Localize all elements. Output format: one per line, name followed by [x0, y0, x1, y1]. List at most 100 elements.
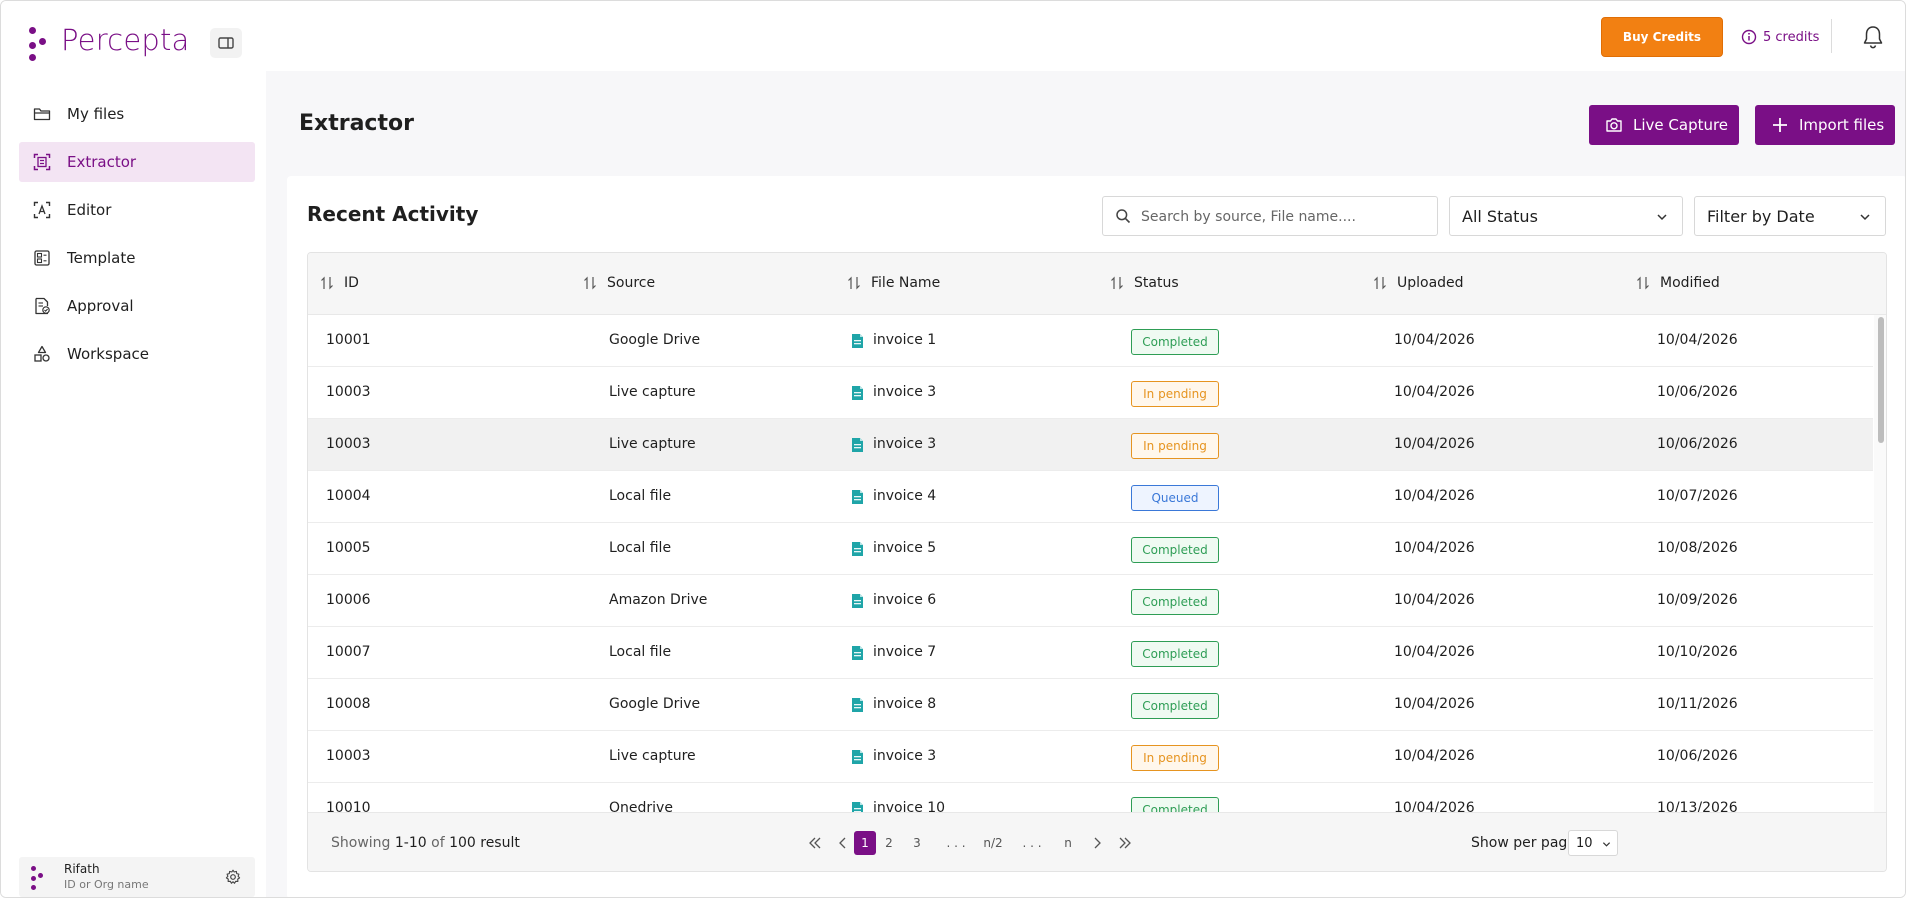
per-page-select[interactable]: 10	[1568, 830, 1618, 856]
cell-id: 10003	[326, 436, 371, 452]
cell-modified: 10/04/2026	[1657, 332, 1738, 348]
cell-file-name[interactable]: invoice 10	[873, 800, 946, 812]
column-header-file-name[interactable]: File Name	[847, 275, 940, 291]
column-header-status[interactable]: Status	[1110, 275, 1179, 291]
table-row[interactable]: 10005 Local file invoice 5 Completed 10/04/2…	[308, 523, 1873, 575]
user-profile[interactable]: Rifath ID or Org name	[19, 857, 255, 897]
cell-source: Local file	[609, 540, 672, 556]
sidebar-item-template[interactable]: Template	[19, 238, 255, 278]
table-footer: Showing 1-10 of 100 result 1 2 3 . . . n…	[308, 812, 1886, 871]
folder-icon	[33, 108, 51, 121]
sidebar-item-editor[interactable]: Editor	[19, 190, 255, 230]
column-header-uploaded[interactable]: Uploaded	[1373, 275, 1464, 291]
table-scrollbar[interactable]	[1874, 315, 1886, 812]
template-icon	[34, 250, 50, 266]
sort-icon	[848, 276, 860, 290]
brand-name: Percepta	[61, 23, 190, 57]
table-row[interactable]: 10001 Google Drive invoice 1 Completed 10/04…	[308, 315, 1873, 367]
column-header-id[interactable]: ID	[320, 275, 359, 291]
sidebar-toggle-button[interactable]	[210, 28, 242, 58]
table-header: ID Source File Name Status	[308, 253, 1886, 315]
status-badge: Completed	[1131, 329, 1219, 355]
cell-source: Local file	[609, 644, 672, 660]
previous-page-icon[interactable]	[836, 836, 850, 850]
date-filter-select[interactable]: Filter by Date	[1694, 196, 1886, 236]
activity-table: ID Source File Name Status	[307, 252, 1887, 872]
gear-icon[interactable]	[225, 869, 241, 885]
sort-icon	[321, 276, 333, 290]
main-content: Extractor Live Capture Import files Rece…	[266, 71, 1905, 897]
column-header-label: Uploaded	[1397, 275, 1464, 291]
notification-bell-icon[interactable]	[1861, 24, 1885, 50]
cell-uploaded: 10/04/2026	[1394, 436, 1475, 452]
status-filter-select[interactable]: All Status	[1449, 196, 1683, 236]
cell-modified: 10/13/2026	[1657, 800, 1738, 812]
page-button-2[interactable]: 2	[885, 836, 893, 850]
page-button-last[interactable]: n	[1064, 836, 1072, 850]
cell-uploaded: 10/04/2026	[1394, 488, 1475, 504]
column-header-source[interactable]: Source	[583, 275, 655, 291]
table-row[interactable]: 10004 Local file invoice 4 Queued 10/04/2026…	[308, 471, 1873, 523]
buy-credits-button[interactable]: Buy Credits	[1601, 17, 1723, 57]
table-row[interactable]: 10003 Live capture invoice 3 In pending 10/0…	[308, 419, 1873, 471]
column-header-label: Modified	[1660, 275, 1720, 291]
column-header-modified[interactable]: Modified	[1636, 275, 1720, 291]
chevron-down-icon	[1602, 842, 1611, 847]
cell-modified: 10/06/2026	[1657, 384, 1738, 400]
table-row[interactable]: 10003 Live capture invoice 3 In pending 10/0…	[308, 731, 1873, 783]
chevron-down-icon	[1657, 214, 1667, 221]
table-row[interactable]: 10010 Onedrive invoice 10 Completed 10/04/20…	[308, 783, 1873, 812]
cell-modified: 10/06/2026	[1657, 436, 1738, 452]
cell-id: 10008	[326, 696, 371, 712]
import-files-button[interactable]: Import files	[1755, 105, 1895, 145]
cell-file-name[interactable]: invoice 6	[873, 592, 937, 608]
sidebar-item-approval[interactable]: Approval	[19, 286, 255, 326]
live-capture-button[interactable]: Live Capture	[1589, 105, 1739, 145]
top-header: Percepta Buy Credits 5 credits	[1, 1, 1905, 71]
file-icon	[852, 750, 863, 764]
table-row[interactable]: 10007 Local file invoice 7 Completed 10/04/2…	[308, 627, 1873, 679]
cell-file-name[interactable]: invoice 3	[873, 436, 937, 452]
page-button-3[interactable]: 3	[913, 836, 921, 850]
next-page-icon[interactable]	[1090, 836, 1104, 850]
cell-file-name[interactable]: invoice 7	[873, 644, 937, 660]
file-icon	[852, 594, 863, 608]
cell-file-name[interactable]: invoice 5	[873, 540, 937, 556]
status-badge: Completed	[1131, 537, 1219, 563]
sort-icon	[1637, 276, 1649, 290]
chevron-down-icon	[1860, 214, 1870, 221]
file-icon	[852, 490, 863, 504]
table-row[interactable]: 10003 Live capture invoice 3 In pending 10/0…	[308, 367, 1873, 419]
cell-file-name[interactable]: invoice 4	[873, 488, 937, 504]
search-input[interactable]	[1141, 206, 1431, 228]
column-header-label: Status	[1134, 275, 1179, 291]
cell-file-name[interactable]: invoice 3	[873, 384, 937, 400]
cell-id: 10010	[326, 800, 371, 812]
file-icon	[852, 542, 863, 556]
table-row[interactable]: 10008 Google Drive invoice 8 Completed 10/04…	[308, 679, 1873, 731]
file-icon	[852, 646, 863, 660]
cell-file-name[interactable]: invoice 1	[873, 332, 937, 348]
sidebar-item-workspace[interactable]: Workspace	[19, 334, 255, 374]
table-row[interactable]: 10006 Amazon Drive invoice 6 Completed 10/04…	[308, 575, 1873, 627]
column-header-label: File Name	[871, 275, 941, 291]
credits-indicator[interactable]: 5 credits	[1741, 27, 1819, 47]
cell-uploaded: 10/04/2026	[1394, 540, 1475, 556]
sidebar-item-extractor[interactable]: Extractor	[19, 142, 255, 182]
page-button-mid[interactable]: n/2	[983, 836, 1003, 850]
first-page-icon[interactable]	[808, 836, 822, 850]
credits-count: 5 credits	[1763, 29, 1820, 45]
sidebar-item-my-files[interactable]: My files	[19, 94, 255, 134]
last-page-icon[interactable]	[1118, 836, 1132, 850]
scrollbar-thumb[interactable]	[1878, 317, 1884, 443]
page-button-1[interactable]: 1	[854, 831, 876, 855]
import-files-label: Import files	[1799, 116, 1885, 134]
search-field[interactable]	[1102, 196, 1438, 236]
file-icon	[852, 698, 863, 712]
brand-logo[interactable]	[29, 27, 49, 61]
cell-file-name[interactable]: invoice 8	[873, 696, 937, 712]
cell-file-name[interactable]: invoice 3	[873, 748, 937, 764]
cell-modified: 10/09/2026	[1657, 592, 1738, 608]
cell-uploaded: 10/04/2026	[1394, 800, 1475, 812]
sidebar-item-label: Approval	[67, 297, 134, 315]
